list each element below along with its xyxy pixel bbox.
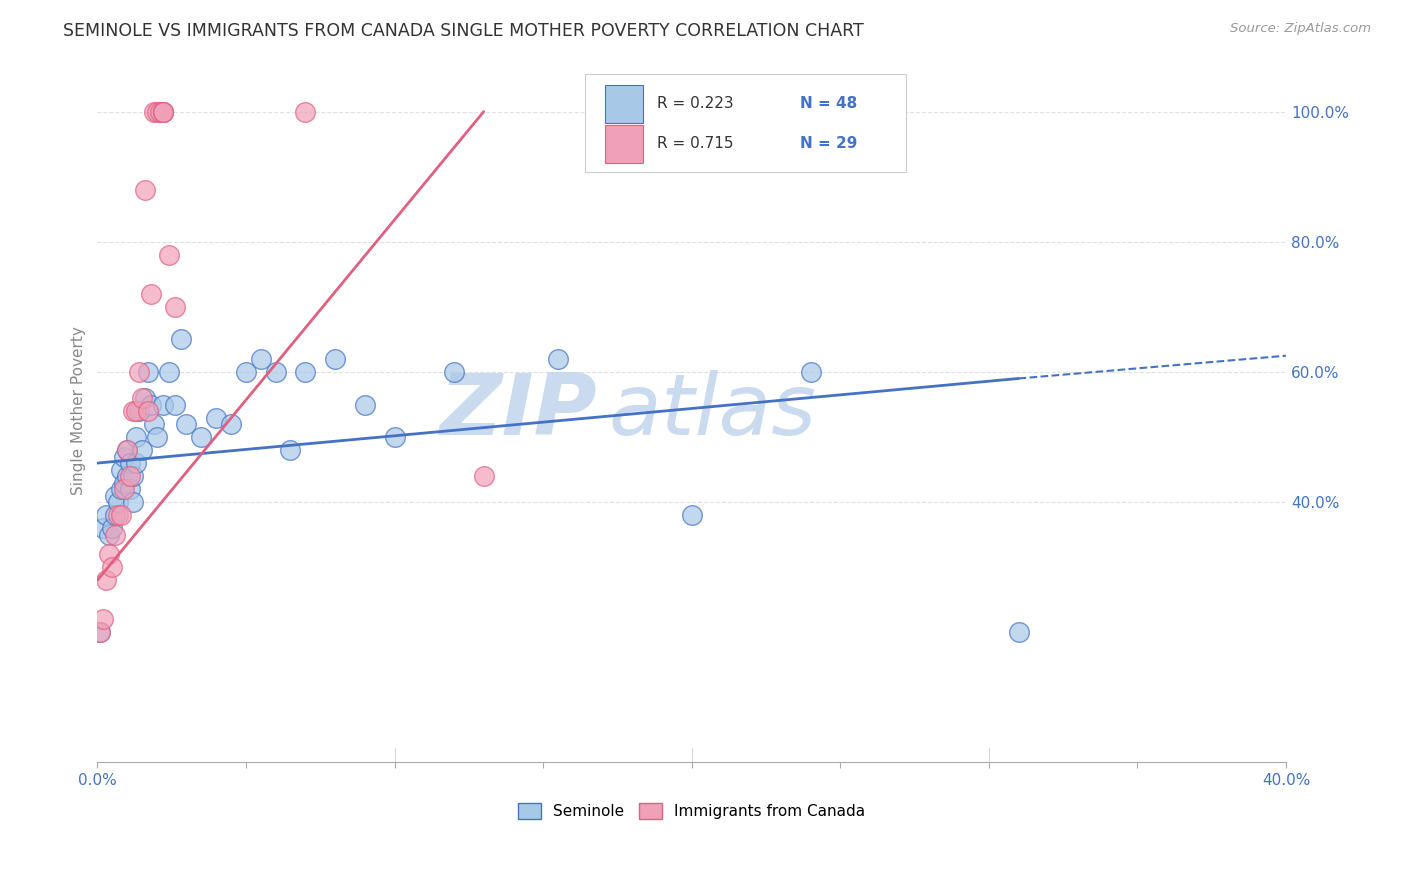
FancyBboxPatch shape (605, 125, 643, 163)
Point (169, 333, 191, 347)
Point (91, 612, 114, 626)
Legend: Seminole, Immigrants from Canada: Seminole, Immigrants from Canada (512, 797, 872, 825)
FancyBboxPatch shape (585, 74, 905, 172)
Point (96, 573, 118, 587)
Point (136, 365, 159, 379)
Point (125, 404, 148, 418)
Point (163, 300, 186, 314)
Point (799, 365, 821, 379)
Text: SEMINOLE VS IMMIGRANTS FROM CANADA SINGLE MOTHER POVERTY CORRELATION CHART: SEMINOLE VS IMMIGRANTS FROM CANADA SINGL… (63, 22, 865, 40)
Point (112, 482, 135, 496)
Point (353, 397, 375, 411)
Point (472, 469, 495, 483)
Point (89, 625, 111, 640)
Text: ZIP: ZIP (439, 369, 596, 452)
Point (104, 527, 127, 541)
Point (115, 469, 138, 483)
Point (146, 104, 169, 119)
Point (157, 365, 180, 379)
Point (112, 475, 135, 490)
Point (125, 456, 148, 470)
FancyBboxPatch shape (605, 85, 643, 123)
Point (139, 397, 162, 411)
Point (280, 443, 302, 458)
Point (91, 521, 114, 535)
Point (152, 104, 174, 119)
Point (112, 450, 135, 464)
Text: atlas: atlas (609, 369, 817, 452)
Text: R = 0.223: R = 0.223 (657, 96, 734, 112)
Point (118, 456, 141, 470)
Point (1007, 625, 1029, 640)
Point (118, 469, 141, 483)
Text: N = 29: N = 29 (800, 136, 858, 152)
Point (219, 417, 242, 431)
Point (152, 104, 174, 119)
Point (152, 104, 174, 119)
Point (128, 365, 150, 379)
Point (205, 410, 228, 425)
Point (115, 443, 138, 458)
Point (131, 391, 153, 405)
Point (128, 404, 150, 418)
Point (163, 397, 186, 411)
Point (110, 482, 132, 496)
Point (122, 469, 145, 483)
Text: R = 0.715: R = 0.715 (657, 136, 734, 152)
Point (264, 365, 287, 379)
Point (249, 351, 271, 366)
Point (152, 104, 174, 119)
Point (107, 508, 129, 523)
Point (190, 430, 212, 444)
Point (125, 430, 148, 444)
Point (294, 104, 316, 119)
Point (104, 489, 127, 503)
Point (98, 527, 121, 541)
Point (323, 351, 346, 366)
Text: N = 48: N = 48 (800, 96, 858, 112)
Y-axis label: Single Mother Poverty: Single Mother Poverty (72, 326, 86, 495)
Point (122, 404, 145, 418)
Text: Source: ZipAtlas.com: Source: ZipAtlas.com (1230, 22, 1371, 36)
Point (101, 560, 124, 574)
Point (681, 508, 703, 523)
Point (149, 104, 172, 119)
Point (443, 365, 465, 379)
Point (176, 417, 198, 431)
Point (384, 430, 406, 444)
Point (139, 286, 162, 301)
Point (107, 495, 129, 509)
Point (118, 482, 141, 496)
Point (110, 508, 132, 523)
Point (146, 430, 169, 444)
Point (122, 495, 145, 509)
Point (136, 404, 159, 418)
Point (96, 508, 118, 523)
Point (131, 443, 153, 458)
Point (134, 183, 156, 197)
Point (142, 417, 165, 431)
Point (547, 351, 569, 366)
Point (134, 391, 156, 405)
Point (104, 508, 127, 523)
Point (152, 397, 174, 411)
Point (89, 625, 111, 640)
Point (235, 365, 257, 379)
Point (101, 521, 124, 535)
Point (115, 443, 138, 458)
Point (142, 104, 165, 119)
Point (98, 547, 121, 561)
Point (110, 462, 132, 476)
Point (294, 365, 316, 379)
Point (157, 248, 180, 262)
